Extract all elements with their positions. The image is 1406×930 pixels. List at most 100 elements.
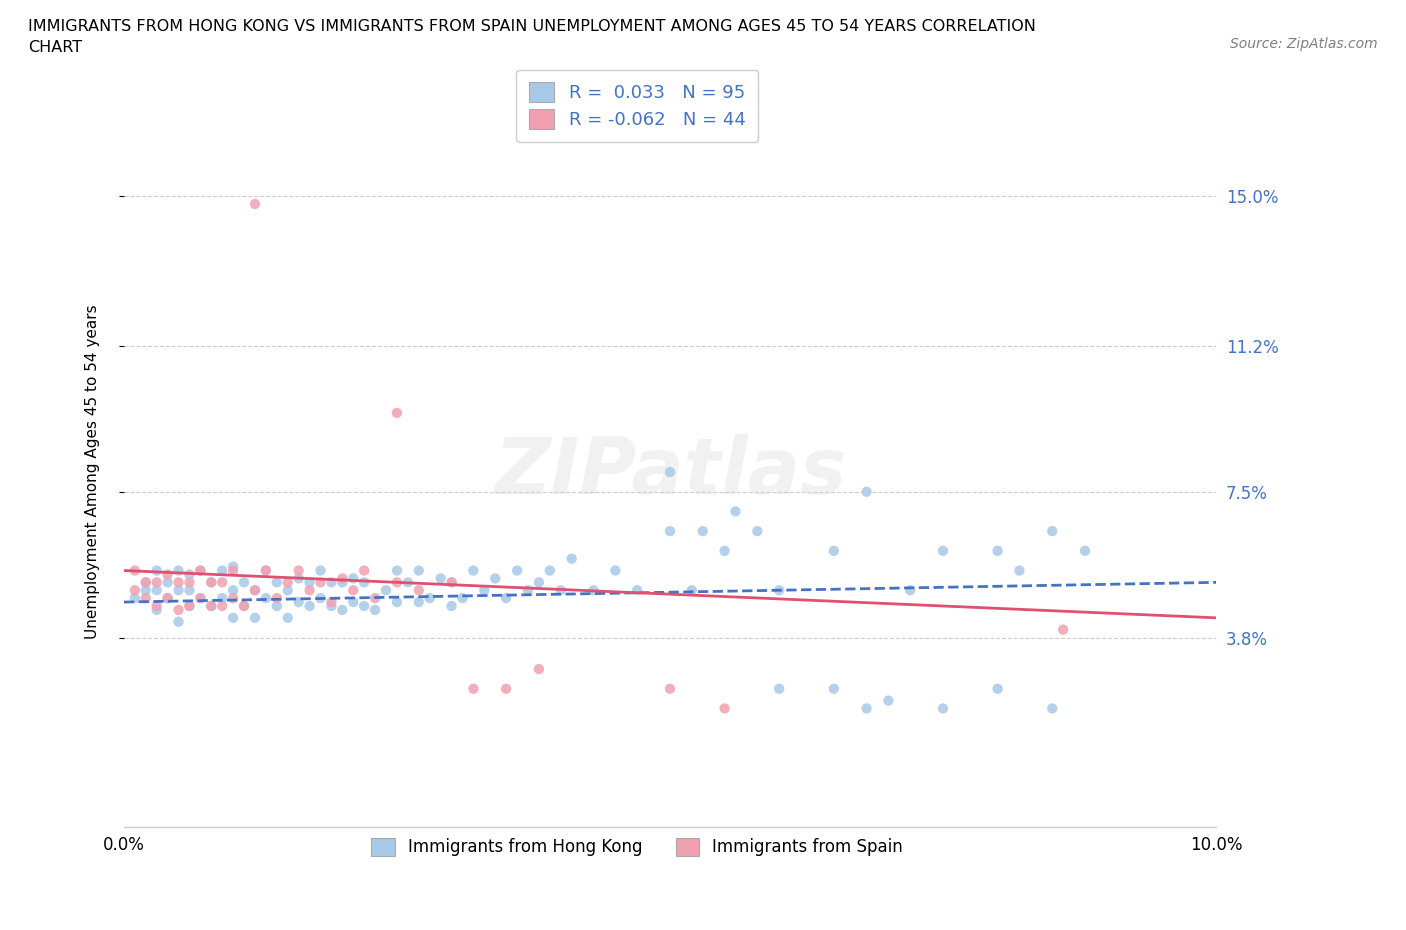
Point [527, 661, 550, 676]
Point [1040, 524, 1063, 538]
Point [823, 682, 845, 697]
Point [495, 682, 517, 697]
Point [211, 591, 233, 605]
Point [713, 543, 735, 558]
Point [419, 591, 441, 605]
Point [179, 599, 201, 614]
Point [211, 599, 233, 614]
Point [298, 583, 321, 598]
Point [135, 591, 157, 605]
Point [768, 583, 790, 598]
Point [408, 594, 430, 609]
Y-axis label: Unemployment Among Ages 45 to 54 years: Unemployment Among Ages 45 to 54 years [86, 305, 100, 639]
Point [330, 575, 353, 590]
Point [145, 599, 167, 614]
Point [167, 615, 190, 630]
Point [582, 583, 605, 598]
Point [898, 583, 921, 598]
Point [233, 599, 256, 614]
Point [124, 591, 146, 605]
Point [385, 594, 408, 609]
Point [987, 682, 1010, 697]
Point [342, 583, 364, 598]
Point [440, 599, 463, 614]
Point [364, 603, 387, 618]
Point [179, 567, 201, 582]
Point [254, 563, 277, 578]
Point [561, 551, 583, 566]
Point [254, 563, 277, 578]
Point [298, 599, 321, 614]
Point [747, 524, 769, 538]
Point [484, 571, 506, 586]
Point [243, 583, 266, 598]
Point [222, 559, 245, 574]
Point [200, 575, 222, 590]
Point [200, 599, 222, 614]
Point [233, 599, 256, 614]
Point [342, 571, 364, 586]
Point [277, 610, 299, 625]
Point [135, 583, 157, 598]
Point [287, 571, 309, 586]
Point [364, 591, 387, 605]
Point [692, 524, 714, 538]
Point [190, 563, 212, 578]
Point [156, 575, 179, 590]
Point [724, 504, 747, 519]
Point [408, 583, 430, 598]
Legend: Immigrants from Hong Kong, Immigrants from Spain: Immigrants from Hong Kong, Immigrants fr… [360, 826, 915, 868]
Point [517, 583, 540, 598]
Point [385, 575, 408, 590]
Point [266, 591, 288, 605]
Point [823, 543, 845, 558]
Point [243, 583, 266, 598]
Point [605, 563, 627, 578]
Point [1008, 563, 1031, 578]
Point [987, 543, 1010, 558]
Point [309, 575, 332, 590]
Text: ZIPatlas: ZIPatlas [494, 434, 846, 510]
Point [179, 599, 201, 614]
Point [287, 563, 309, 578]
Point [659, 524, 682, 538]
Point [538, 563, 561, 578]
Point [429, 571, 451, 586]
Point [330, 571, 353, 586]
Point [156, 591, 179, 605]
Point [222, 583, 245, 598]
Point [254, 591, 277, 605]
Point [145, 563, 167, 578]
Point [527, 575, 550, 590]
Point [659, 465, 682, 480]
Point [222, 591, 245, 605]
Point [463, 563, 485, 578]
Point [472, 583, 495, 598]
Point [385, 405, 408, 420]
Point [167, 563, 190, 578]
Point [277, 575, 299, 590]
Point [659, 682, 682, 697]
Point [855, 701, 877, 716]
Point [1052, 622, 1074, 637]
Point [222, 563, 245, 578]
Point [375, 583, 398, 598]
Point [190, 563, 212, 578]
Text: Source: ZipAtlas.com: Source: ZipAtlas.com [1230, 37, 1378, 51]
Point [124, 563, 146, 578]
Point [877, 693, 900, 708]
Point [145, 583, 167, 598]
Point [200, 575, 222, 590]
Point [506, 563, 529, 578]
Point [353, 563, 375, 578]
Point [353, 575, 375, 590]
Point [440, 575, 463, 590]
Point [309, 563, 332, 578]
Point [681, 583, 703, 598]
Point [298, 575, 321, 590]
Point [222, 610, 245, 625]
Point [156, 567, 179, 582]
Point [330, 603, 353, 618]
Point [321, 594, 343, 609]
Point [353, 599, 375, 614]
